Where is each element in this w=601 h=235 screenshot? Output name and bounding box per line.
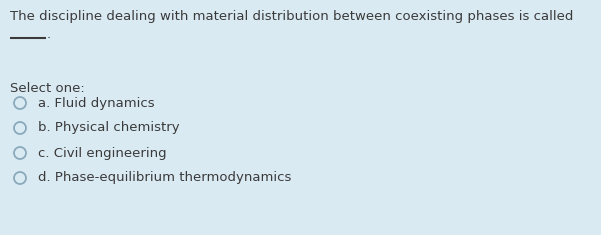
Text: Select one:: Select one: xyxy=(10,82,85,95)
Text: a. Fluid dynamics: a. Fluid dynamics xyxy=(38,97,154,110)
Text: The discipline dealing with material distribution between coexisting phases is c: The discipline dealing with material dis… xyxy=(10,10,573,23)
Text: d. Phase-equilibrium thermodynamics: d. Phase-equilibrium thermodynamics xyxy=(38,172,291,184)
Text: c. Civil engineering: c. Civil engineering xyxy=(38,146,166,160)
Text: b. Physical chemistry: b. Physical chemistry xyxy=(38,121,180,134)
Text: .: . xyxy=(47,28,51,41)
